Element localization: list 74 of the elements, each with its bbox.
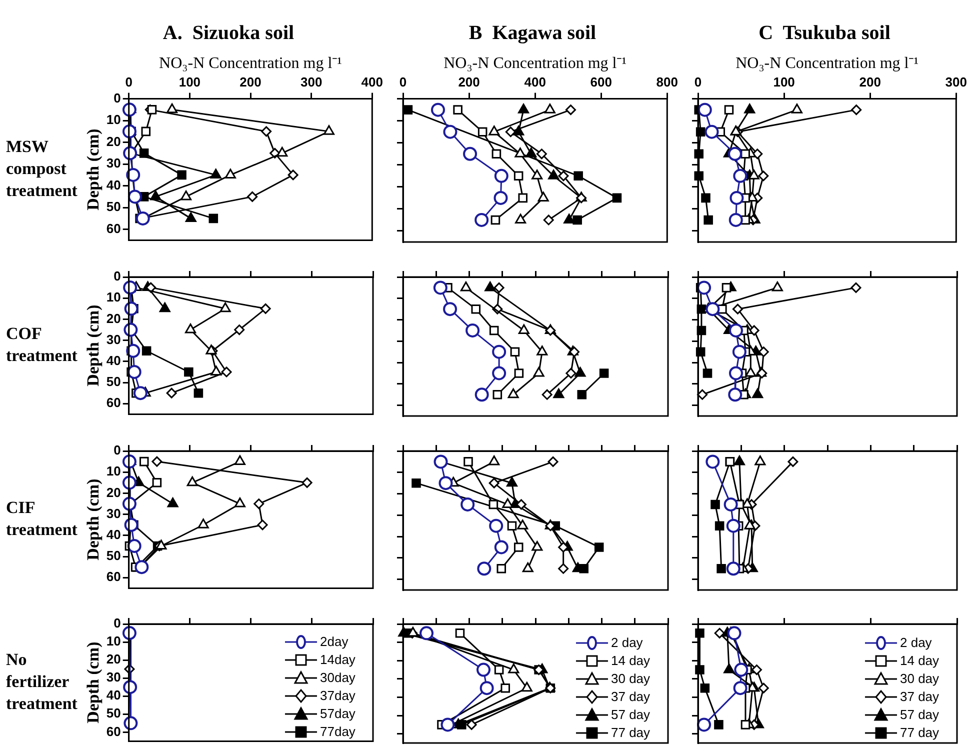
y-tick-label: 60 <box>106 395 121 410</box>
legend-label: 37 day <box>611 688 650 706</box>
legend-label: 77 day <box>900 724 940 742</box>
y-tick-label: 60 <box>106 724 121 739</box>
legend-label: 57 day <box>900 706 940 724</box>
y-axis-title: Depth (cm) <box>84 642 103 724</box>
legend-label: 14 day <box>611 652 650 670</box>
legend-label: 30 day <box>611 670 650 688</box>
text: MSW compost treatment <box>6 136 78 200</box>
legend-label: 57 day <box>611 706 650 724</box>
x-tick-label: 200 <box>458 74 480 90</box>
x-tick-label: 800 <box>656 74 678 90</box>
y-axis-title: Depth (cm) <box>84 304 103 386</box>
y-tick-label: 20 <box>106 652 121 667</box>
chart-title: A. Sizuoka soil <box>162 22 295 44</box>
x-tick-label: 400 <box>524 74 546 90</box>
legend-label: 2 day <box>611 634 643 652</box>
text: CIF treatment <box>6 498 78 539</box>
legend-label: 14 day <box>900 652 940 670</box>
y-tick-label: 10 <box>106 634 121 649</box>
y-tick-label: 10 <box>106 290 121 305</box>
y-axis-title: Depth (cm) <box>84 128 103 210</box>
chart-title: C Tsukuba soil <box>758 22 891 44</box>
x-tick-label: 100 <box>773 74 795 90</box>
y-tick-label: 0 <box>114 616 121 631</box>
y-tick-label: 30 <box>106 156 121 171</box>
x-axis-title: NO₃-N Concentration mg l⁻¹ <box>159 54 342 72</box>
y-tick-label: 60 <box>106 220 121 236</box>
legend-label: 2 day <box>900 634 932 652</box>
x-tick-label: 200 <box>240 74 262 90</box>
y-tick-label: 50 <box>106 199 121 214</box>
y-tick-label: 30 <box>106 670 121 685</box>
chart-title: B Kagawa soil <box>468 22 597 44</box>
legend-label: 30day <box>320 668 356 687</box>
y-tick-label: 40 <box>106 688 121 703</box>
y-tick-label: 60 <box>106 569 121 584</box>
y-tick-label: 40 <box>106 527 121 542</box>
y-tick-label: 50 <box>106 706 121 721</box>
y-tick-label: 0 <box>114 442 121 458</box>
x-tick-label: 400 <box>361 74 384 90</box>
y-tick-label: 30 <box>106 332 121 347</box>
legend-label: 77day <box>320 722 356 741</box>
x-tick-label: 600 <box>590 74 612 90</box>
legend-label: 2day <box>320 632 348 651</box>
x-tick-label: 100 <box>178 74 201 90</box>
x-axis-title: NO₃-N Concentration mg l⁻¹ <box>736 54 919 72</box>
y-tick-label: 0 <box>114 268 121 284</box>
legend-label: 77 day <box>611 724 650 742</box>
x-tick-label: 200 <box>859 74 881 90</box>
x-tick-label: 0 <box>125 74 132 90</box>
y-tick-label: 40 <box>106 177 121 192</box>
y-tick-label: 20 <box>106 484 121 500</box>
legend-label: 37 day <box>900 688 940 706</box>
x-tick-label: 0 <box>694 74 702 90</box>
y-tick-label: 20 <box>106 310 121 326</box>
legend-label: 57day <box>320 704 356 723</box>
y-tick-label: 0 <box>114 90 121 106</box>
legend-label: 37day <box>320 686 356 705</box>
y-tick-label: 40 <box>106 353 121 368</box>
x-tick-label: 300 <box>945 74 968 90</box>
y-tick-label: 50 <box>106 548 121 564</box>
x-tick-label: 0 <box>399 74 407 90</box>
x-tick-label: 300 <box>300 74 322 90</box>
y-tick-label: 30 <box>106 506 121 521</box>
legend-label: 30 day <box>900 670 940 688</box>
text: COF treatment <box>6 324 78 365</box>
y-tick-label: 10 <box>106 464 121 479</box>
y-tick-label: 10 <box>106 112 121 128</box>
y-tick-label: 20 <box>106 134 121 149</box>
y-tick-label: 50 <box>106 374 121 390</box>
x-axis-title: NO₃-N Concentration mg l⁻¹ <box>444 54 627 72</box>
y-axis-title: Depth (cm) <box>84 478 103 560</box>
text: No fertilizer treatment <box>6 650 78 713</box>
legend-label: 14day <box>320 650 356 669</box>
